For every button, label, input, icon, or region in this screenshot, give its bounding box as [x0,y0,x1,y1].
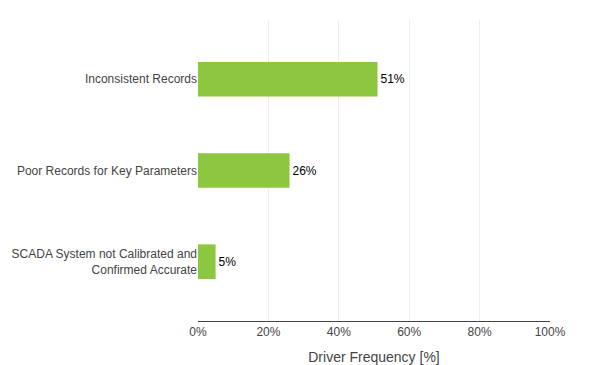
svg-text:26%: 26% [293,164,317,178]
svg-text:Poor Records for Key Parameter: Poor Records for Key Parameters [17,164,197,178]
svg-text:40%: 40% [327,325,351,339]
svg-text:100%: 100% [535,325,566,339]
svg-text:20%: 20% [256,325,280,339]
svg-text:5%: 5% [219,255,237,269]
svg-text:Driver Frequency [%]: Driver Frequency [%] [308,349,439,365]
svg-text:60%: 60% [397,325,421,339]
svg-text:SCADA System not Calibrated an: SCADA System not Calibrated andConfirmed… [12,247,198,277]
svg-text:51%: 51% [381,72,405,86]
svg-text:80%: 80% [468,325,492,339]
svg-text:Inconsistent Records: Inconsistent Records [85,72,197,86]
svg-text:0%: 0% [189,325,207,339]
